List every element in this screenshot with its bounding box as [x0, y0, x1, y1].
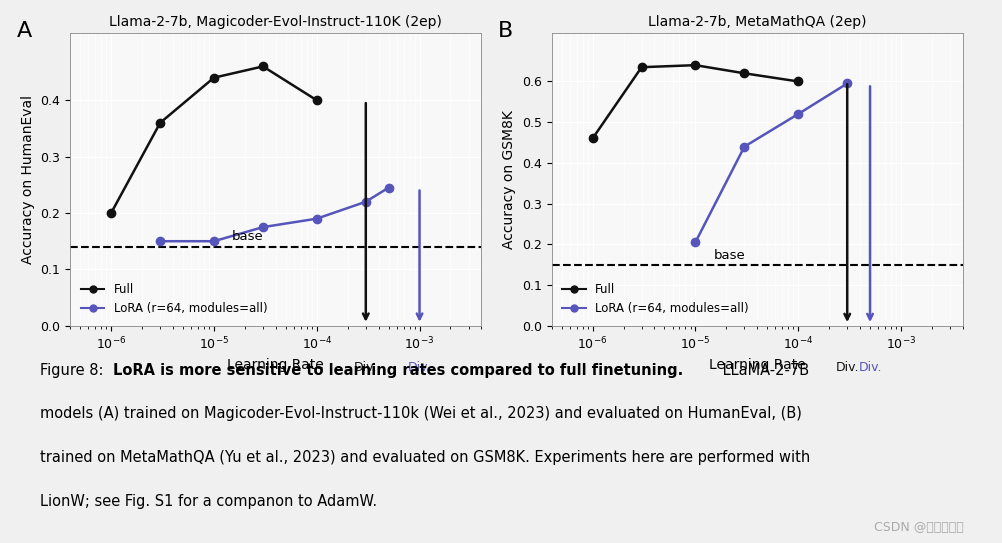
Text: Div.: Div. — [408, 361, 431, 374]
Text: models (A) trained on Magicoder-Evol-Instruct-110k (Wei et al., 2023) and evalua: models (A) trained on Magicoder-Evol-Ins… — [39, 406, 801, 421]
Text: LLaMA-2-7B: LLaMA-2-7B — [717, 363, 809, 378]
Text: CSDN @曼城周杰伦: CSDN @曼城周杰伦 — [873, 521, 963, 534]
Text: LoRA is more sensitive to learning rates compared to full finetuning.: LoRA is more sensitive to learning rates… — [113, 363, 682, 378]
Text: base: base — [231, 230, 264, 243]
X-axis label: Learning Rate: Learning Rate — [227, 358, 324, 371]
Text: trained on MetaMathQA (Yu et al., 2023) and evaluated on GSM8K. Experiments here: trained on MetaMathQA (Yu et al., 2023) … — [39, 450, 809, 465]
Text: Div.: Div. — [858, 361, 881, 374]
Legend: Full, LoRA (r=64, modules=all): Full, LoRA (r=64, modules=all) — [557, 279, 753, 320]
Title: Llama-2-7b, MetaMathQA (2ep): Llama-2-7b, MetaMathQA (2ep) — [647, 15, 866, 29]
Y-axis label: Accuracy on GSM8K: Accuracy on GSM8K — [502, 110, 516, 249]
Text: Div.: Div. — [354, 361, 377, 374]
Text: Figure 8:: Figure 8: — [39, 363, 107, 378]
Text: Div.: Div. — [835, 361, 858, 374]
Legend: Full, LoRA (r=64, modules=all): Full, LoRA (r=64, modules=all) — [76, 279, 272, 320]
Text: B: B — [498, 21, 513, 41]
Text: A: A — [17, 21, 32, 41]
Text: LionW; see Fig. S1 for a companon to AdamW.: LionW; see Fig. S1 for a companon to Ada… — [39, 494, 377, 509]
X-axis label: Learning Rate: Learning Rate — [708, 358, 805, 371]
Y-axis label: Accuracy on HumanEval: Accuracy on HumanEval — [21, 94, 35, 264]
Title: Llama-2-7b, Magicoder-Evol-Instruct-110K (2ep): Llama-2-7b, Magicoder-Evol-Instruct-110K… — [109, 15, 442, 29]
Text: base: base — [712, 249, 744, 262]
